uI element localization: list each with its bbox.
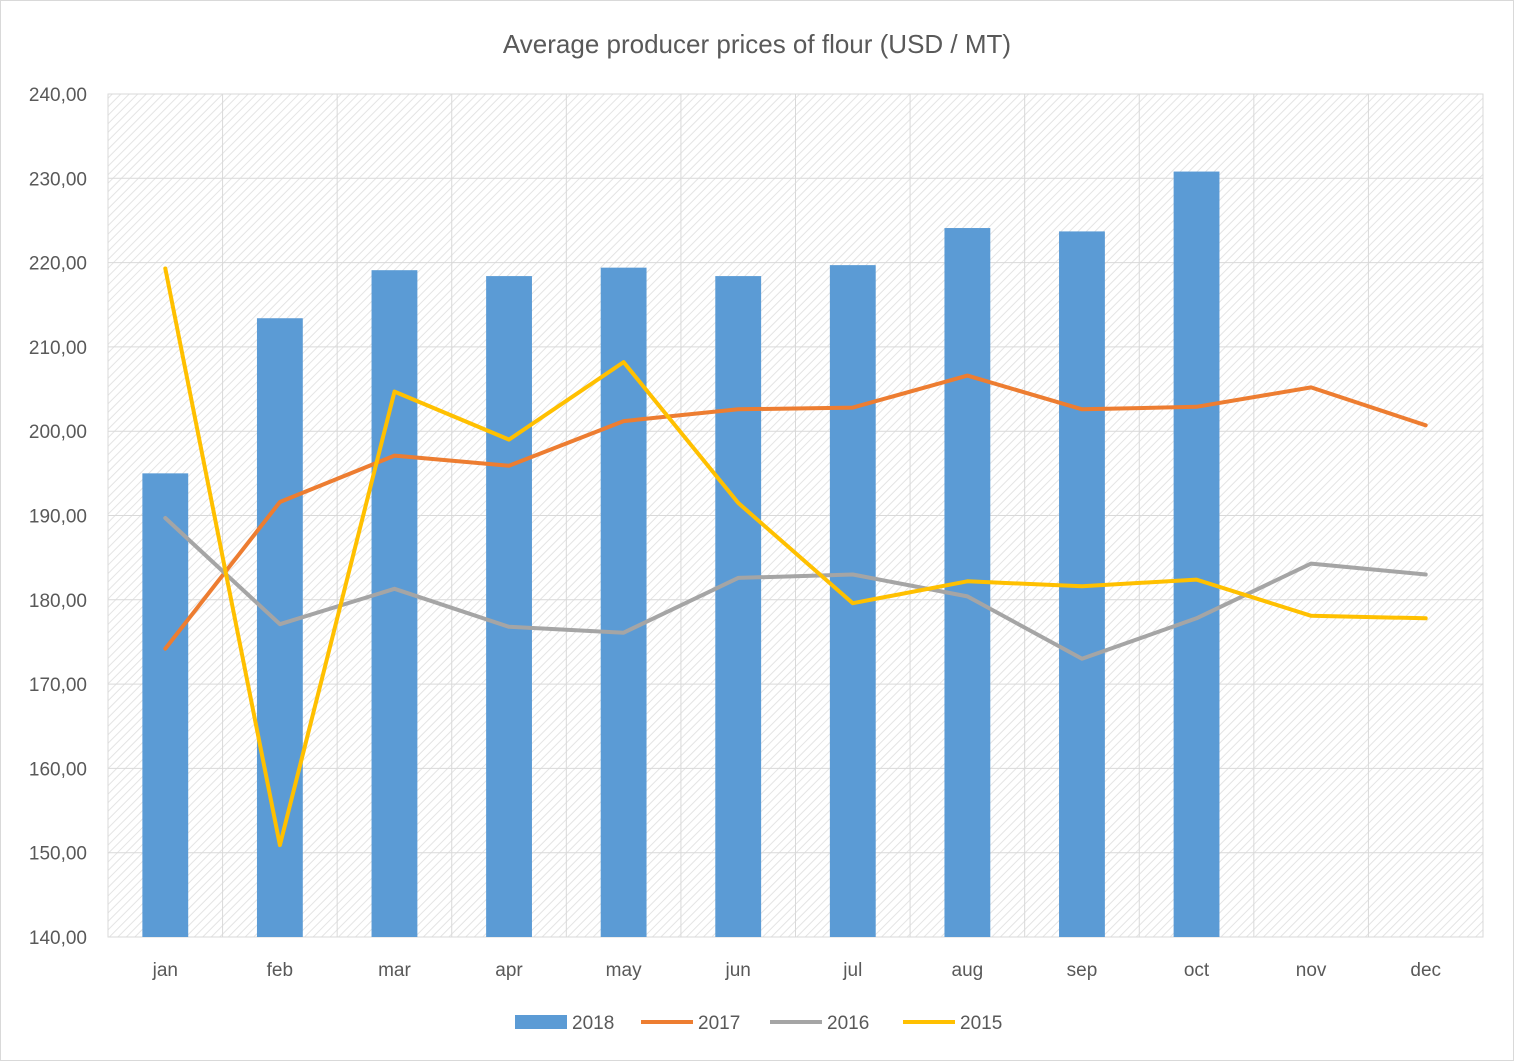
x-tick-label: jul [842, 960, 862, 981]
legend-swatch-2018 [515, 1015, 567, 1029]
x-tick-label: jun [725, 960, 751, 981]
x-axis: jan feb mar apr may jun jul aug sep oct nov dec [152, 960, 1441, 981]
y-tick-label: 200,00 [29, 422, 87, 443]
legend-label-2016: 2016 [827, 1013, 869, 1034]
x-tick-label: jan [152, 960, 178, 981]
x-tick-label: aug [952, 960, 984, 981]
x-tick-label: dec [1410, 960, 1441, 981]
bar-series-layer [142, 171, 1220, 938]
legend-label-2015: 2015 [960, 1013, 1002, 1034]
line-series-layer [163, 266, 1428, 848]
bar-2018-jun [715, 276, 762, 937]
bar-2018-may [600, 267, 647, 938]
bar-2018-oct [1173, 171, 1220, 937]
legend-label-2017: 2017 [698, 1013, 740, 1034]
y-tick-label: 170,00 [29, 675, 87, 696]
bar-2018-feb [256, 318, 303, 937]
y-tick-label: 220,00 [29, 254, 87, 275]
y-axis: 140,00 150,00 160,00 170,00 180,00 190,00 200,… [29, 85, 87, 949]
x-tick-label: nov [1296, 960, 1327, 981]
y-tick-label: 180,00 [29, 591, 87, 612]
y-tick-label: 210,00 [29, 338, 87, 359]
x-tick-label: mar [378, 960, 411, 981]
y-tick-label: 240,00 [29, 85, 87, 106]
x-tick-label: may [606, 960, 642, 981]
bar-2018-mar [371, 270, 418, 937]
y-tick-label: 140,00 [29, 928, 87, 949]
y-tick-label: 230,00 [29, 169, 87, 190]
y-tick-label: 190,00 [29, 507, 87, 528]
x-tick-label: sep [1067, 960, 1098, 981]
x-tick-label: apr [495, 960, 523, 981]
y-tick-label: 160,00 [29, 759, 87, 780]
line-series-2016 [163, 516, 1428, 661]
line-series-2015 [163, 266, 1428, 848]
x-tick-label: feb [267, 960, 293, 981]
bar-2018-jan [142, 473, 189, 937]
legend: 2018 2017 2016 2015 [515, 1013, 1002, 1034]
x-tick-label: oct [1184, 960, 1210, 981]
bar-2018-apr [486, 276, 532, 937]
chart-title: Average producer prices of flour (USD / … [503, 29, 1011, 59]
legend-label-2018: 2018 [572, 1013, 614, 1034]
gridlines [107, 93, 1484, 938]
y-tick-label: 150,00 [29, 844, 87, 865]
